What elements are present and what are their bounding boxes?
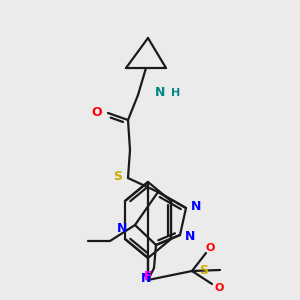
Text: F: F [144, 269, 152, 283]
Text: N: N [155, 86, 165, 100]
Text: N: N [117, 221, 127, 235]
Text: S: S [199, 263, 208, 277]
Text: H: H [171, 88, 180, 98]
Text: O: O [205, 243, 215, 253]
Text: N: N [185, 230, 195, 244]
Text: O: O [214, 283, 224, 293]
Text: S: S [113, 170, 122, 184]
Text: O: O [92, 106, 102, 118]
Text: N: N [191, 200, 201, 212]
Text: N: N [141, 272, 151, 284]
